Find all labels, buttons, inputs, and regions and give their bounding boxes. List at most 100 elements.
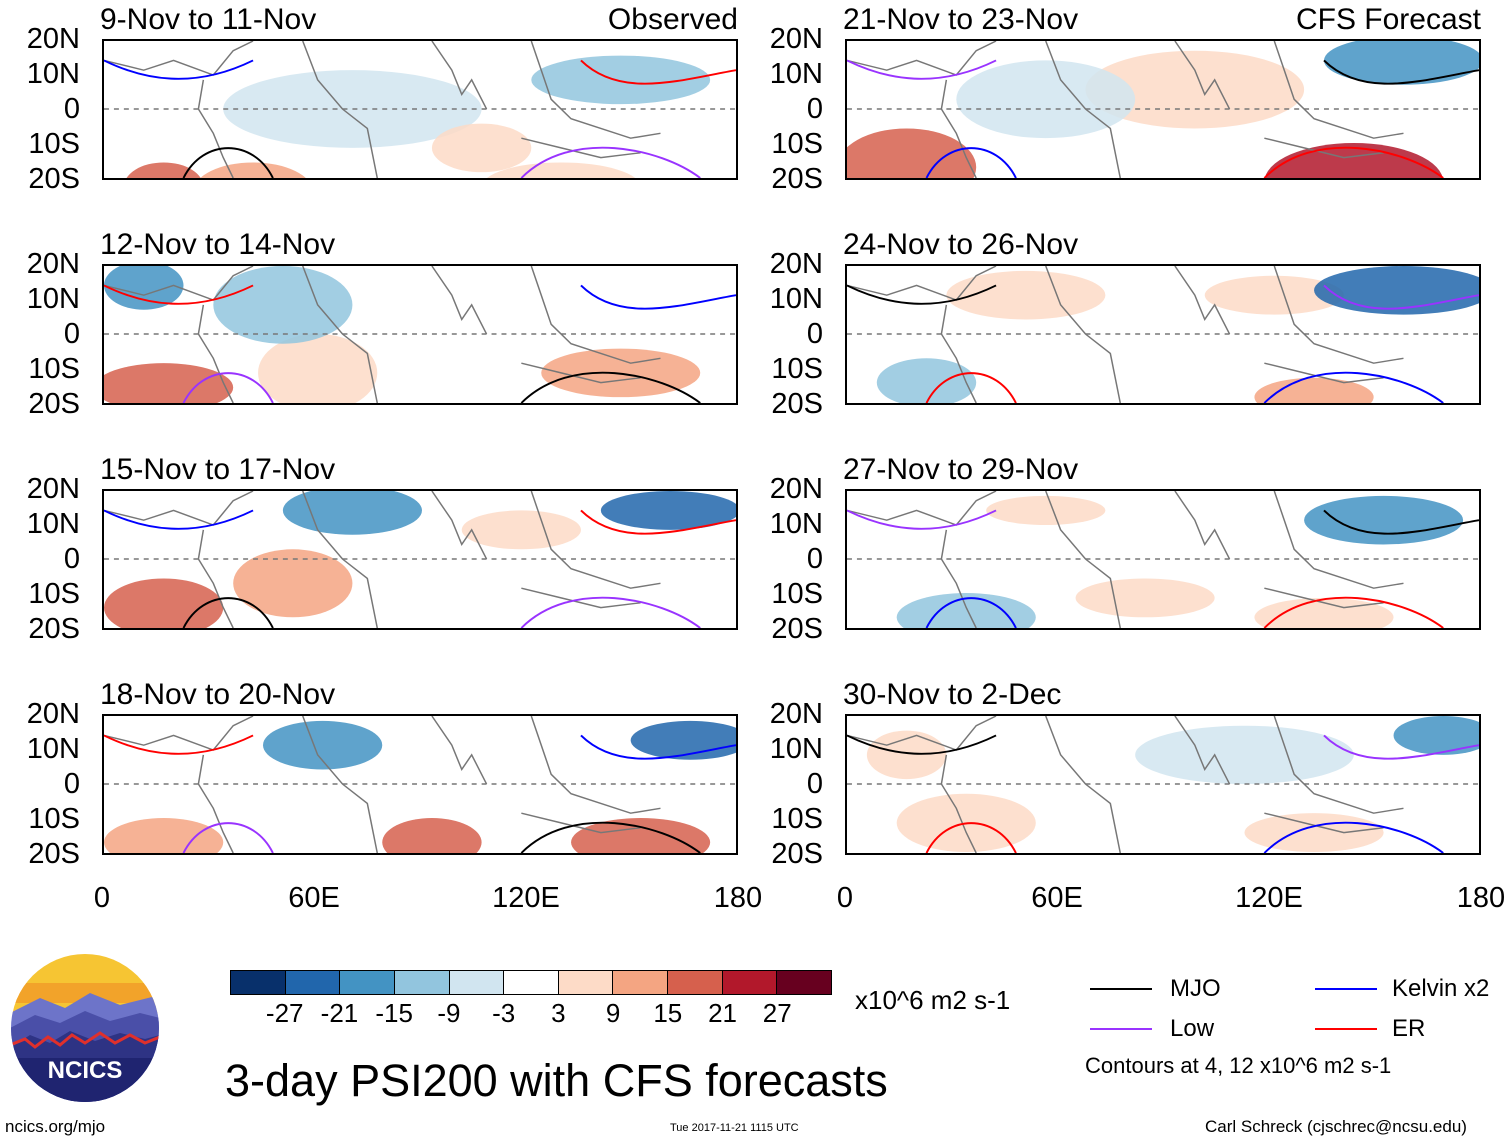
map-panel	[102, 39, 738, 180]
y-axis-label: 10N	[769, 508, 823, 540]
y-axis-label: 20S	[771, 163, 823, 195]
y-axis-label: 20S	[771, 388, 823, 420]
legend-kelvin-label: Kelvin x2	[1392, 975, 1490, 1002]
y-axis-label: 20S	[28, 388, 80, 420]
anomaly-field	[876, 358, 977, 403]
colorbar-segment	[340, 971, 395, 994]
wave-contour	[520, 371, 701, 403]
anomaly-field	[258, 334, 378, 403]
y-axis-label: 20N	[769, 698, 823, 730]
panel-title: 15-Nov to 17-Nov	[100, 453, 336, 486]
wave-contour	[925, 822, 1017, 853]
y-axis-label: 10N	[26, 508, 80, 540]
x-axis-label: 180	[713, 882, 763, 914]
y-axis-label: 10S	[771, 578, 823, 610]
footer-timestamp: Tue 2017-11-21 1115 UTC	[670, 1122, 799, 1134]
footer-url[interactable]: ncics.org/mjo	[5, 1117, 106, 1136]
anomaly-field	[1075, 578, 1215, 618]
colorbar-tick: -27	[265, 998, 304, 1028]
anomaly-field	[571, 818, 711, 853]
y-axis-label: 10N	[26, 58, 80, 90]
anomaly-field	[1085, 50, 1305, 129]
legend-kelvin-line	[1315, 988, 1377, 990]
wave-contour	[1323, 734, 1479, 760]
y-axis-label: 10N	[769, 283, 823, 315]
anomaly-field	[382, 818, 482, 853]
panel-title: 9-Nov to 11-Nov	[100, 3, 317, 36]
y-axis-label: 20N	[26, 248, 80, 280]
y-axis-label: 20N	[769, 473, 823, 505]
anomaly-field	[1393, 716, 1479, 755]
panel-title: 24-Nov to 26-Nov	[843, 228, 1079, 261]
panel-title: 18-Nov to 20-Nov	[100, 678, 336, 711]
wave-contour	[847, 284, 997, 305]
colorbar-segment	[449, 971, 505, 994]
anomaly-field	[847, 128, 977, 178]
wave-contour	[925, 147, 1017, 178]
y-axis-label: 0	[63, 93, 80, 125]
anomaly-field	[104, 818, 224, 853]
wave-contour	[580, 284, 736, 310]
y-axis-label: 0	[806, 318, 823, 350]
anomaly-field	[1135, 725, 1354, 785]
anomaly-field	[1324, 41, 1479, 85]
colorbar-tick: -3	[492, 998, 516, 1028]
anomaly-field	[630, 720, 736, 760]
panel-source-label: CFS Forecast	[1295, 3, 1481, 36]
wave-contour	[580, 59, 736, 85]
anomaly-field	[104, 266, 184, 310]
anomaly-field	[213, 266, 353, 344]
panel-title: 21-Nov to 23-Nov	[843, 3, 1079, 36]
colorbar	[230, 970, 832, 995]
legend-er-line	[1315, 1028, 1377, 1030]
x-axis-label: 180	[1456, 882, 1506, 914]
wave-contour	[520, 821, 701, 853]
wave-contour	[1323, 284, 1479, 310]
anomaly-field	[262, 720, 383, 770]
wave-contour	[847, 59, 997, 80]
panel-title: 12-Nov to 14-Nov	[100, 228, 336, 261]
figure-title: 3-day PSI200 with CFS forecasts	[225, 1055, 888, 1106]
logo-text: NCICS	[48, 1057, 123, 1084]
anomaly-field	[1244, 813, 1384, 853]
wave-contour	[182, 147, 274, 178]
legend-low-label: Low	[1170, 1015, 1215, 1042]
y-axis-label: 0	[806, 543, 823, 575]
legend-er-label: ER	[1392, 1015, 1426, 1042]
x-axis-label: 0	[836, 882, 854, 914]
colorbar-segment	[668, 971, 723, 994]
colorbar-segment	[613, 971, 669, 994]
y-axis-label: 20S	[28, 163, 80, 195]
y-axis-label: 10N	[26, 283, 80, 315]
x-axis-label: 0	[93, 882, 111, 914]
wave-contour	[1263, 371, 1444, 403]
anomaly-field	[126, 162, 201, 178]
y-axis-label: 0	[806, 93, 823, 125]
map-panel	[102, 714, 738, 855]
anomaly-field	[431, 123, 532, 173]
y-axis-label: 0	[806, 768, 823, 800]
wave-contour	[1263, 821, 1444, 853]
y-axis-label: 10S	[28, 578, 80, 610]
colorbar-segment	[777, 971, 832, 994]
colorbar-units: x10^6 m2 s-1	[855, 985, 1011, 1015]
x-axis-label: 120E	[1235, 882, 1303, 914]
y-axis-label: 20N	[26, 23, 80, 55]
colorbar-segment	[558, 971, 614, 994]
contours-note: Contours at 4, 12 x10^6 m2 s-1	[1085, 1053, 1392, 1078]
wave-contour	[104, 734, 254, 755]
y-axis-label: 10S	[771, 803, 823, 835]
wave-contour	[1263, 146, 1444, 178]
anomaly-field	[1254, 377, 1374, 403]
map-panel	[102, 264, 738, 405]
y-axis-label: 20N	[769, 23, 823, 55]
y-axis-label: 20S	[771, 838, 823, 870]
map-panel	[845, 39, 1481, 180]
x-axis-label: 60E	[1031, 882, 1083, 914]
y-axis-label: 10S	[28, 803, 80, 835]
colorbar-tick: 3	[551, 998, 566, 1028]
y-axis-label: 10S	[28, 353, 80, 385]
wave-contour	[580, 509, 736, 535]
colorbar-tick: -21	[320, 998, 359, 1028]
wave-contour	[847, 509, 997, 530]
